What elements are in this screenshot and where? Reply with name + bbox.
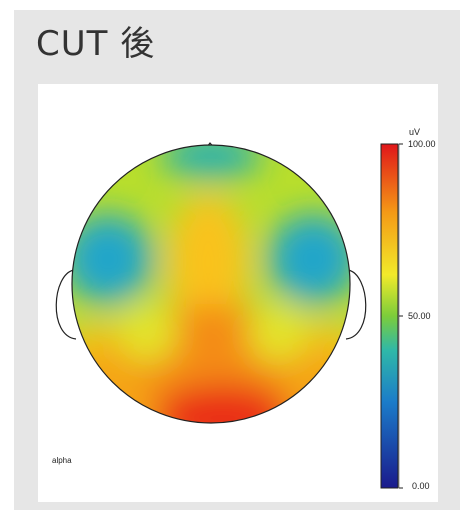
colorbar-min-label: 0.00 (412, 481, 430, 491)
head-topomap (55, 142, 403, 489)
frequency-band-label: alpha (52, 456, 72, 465)
topomap-panel: CUT 後 (14, 10, 460, 510)
amplitude-map (72, 145, 350, 423)
colorbar-unit-label: uV (409, 127, 421, 137)
colorbar-mid-label: 50.00 (408, 311, 431, 321)
right-ear-outline (345, 269, 367, 340)
colorbar (380, 143, 399, 489)
panel-title: CUT 後 (36, 24, 156, 64)
topomap-plot-area: alpha uV 100.00 50.00 0.00 (38, 84, 438, 502)
colorbar-max-label: 100.00 (408, 139, 436, 149)
head-outline (71, 144, 351, 424)
left-ear-outline (55, 269, 77, 340)
